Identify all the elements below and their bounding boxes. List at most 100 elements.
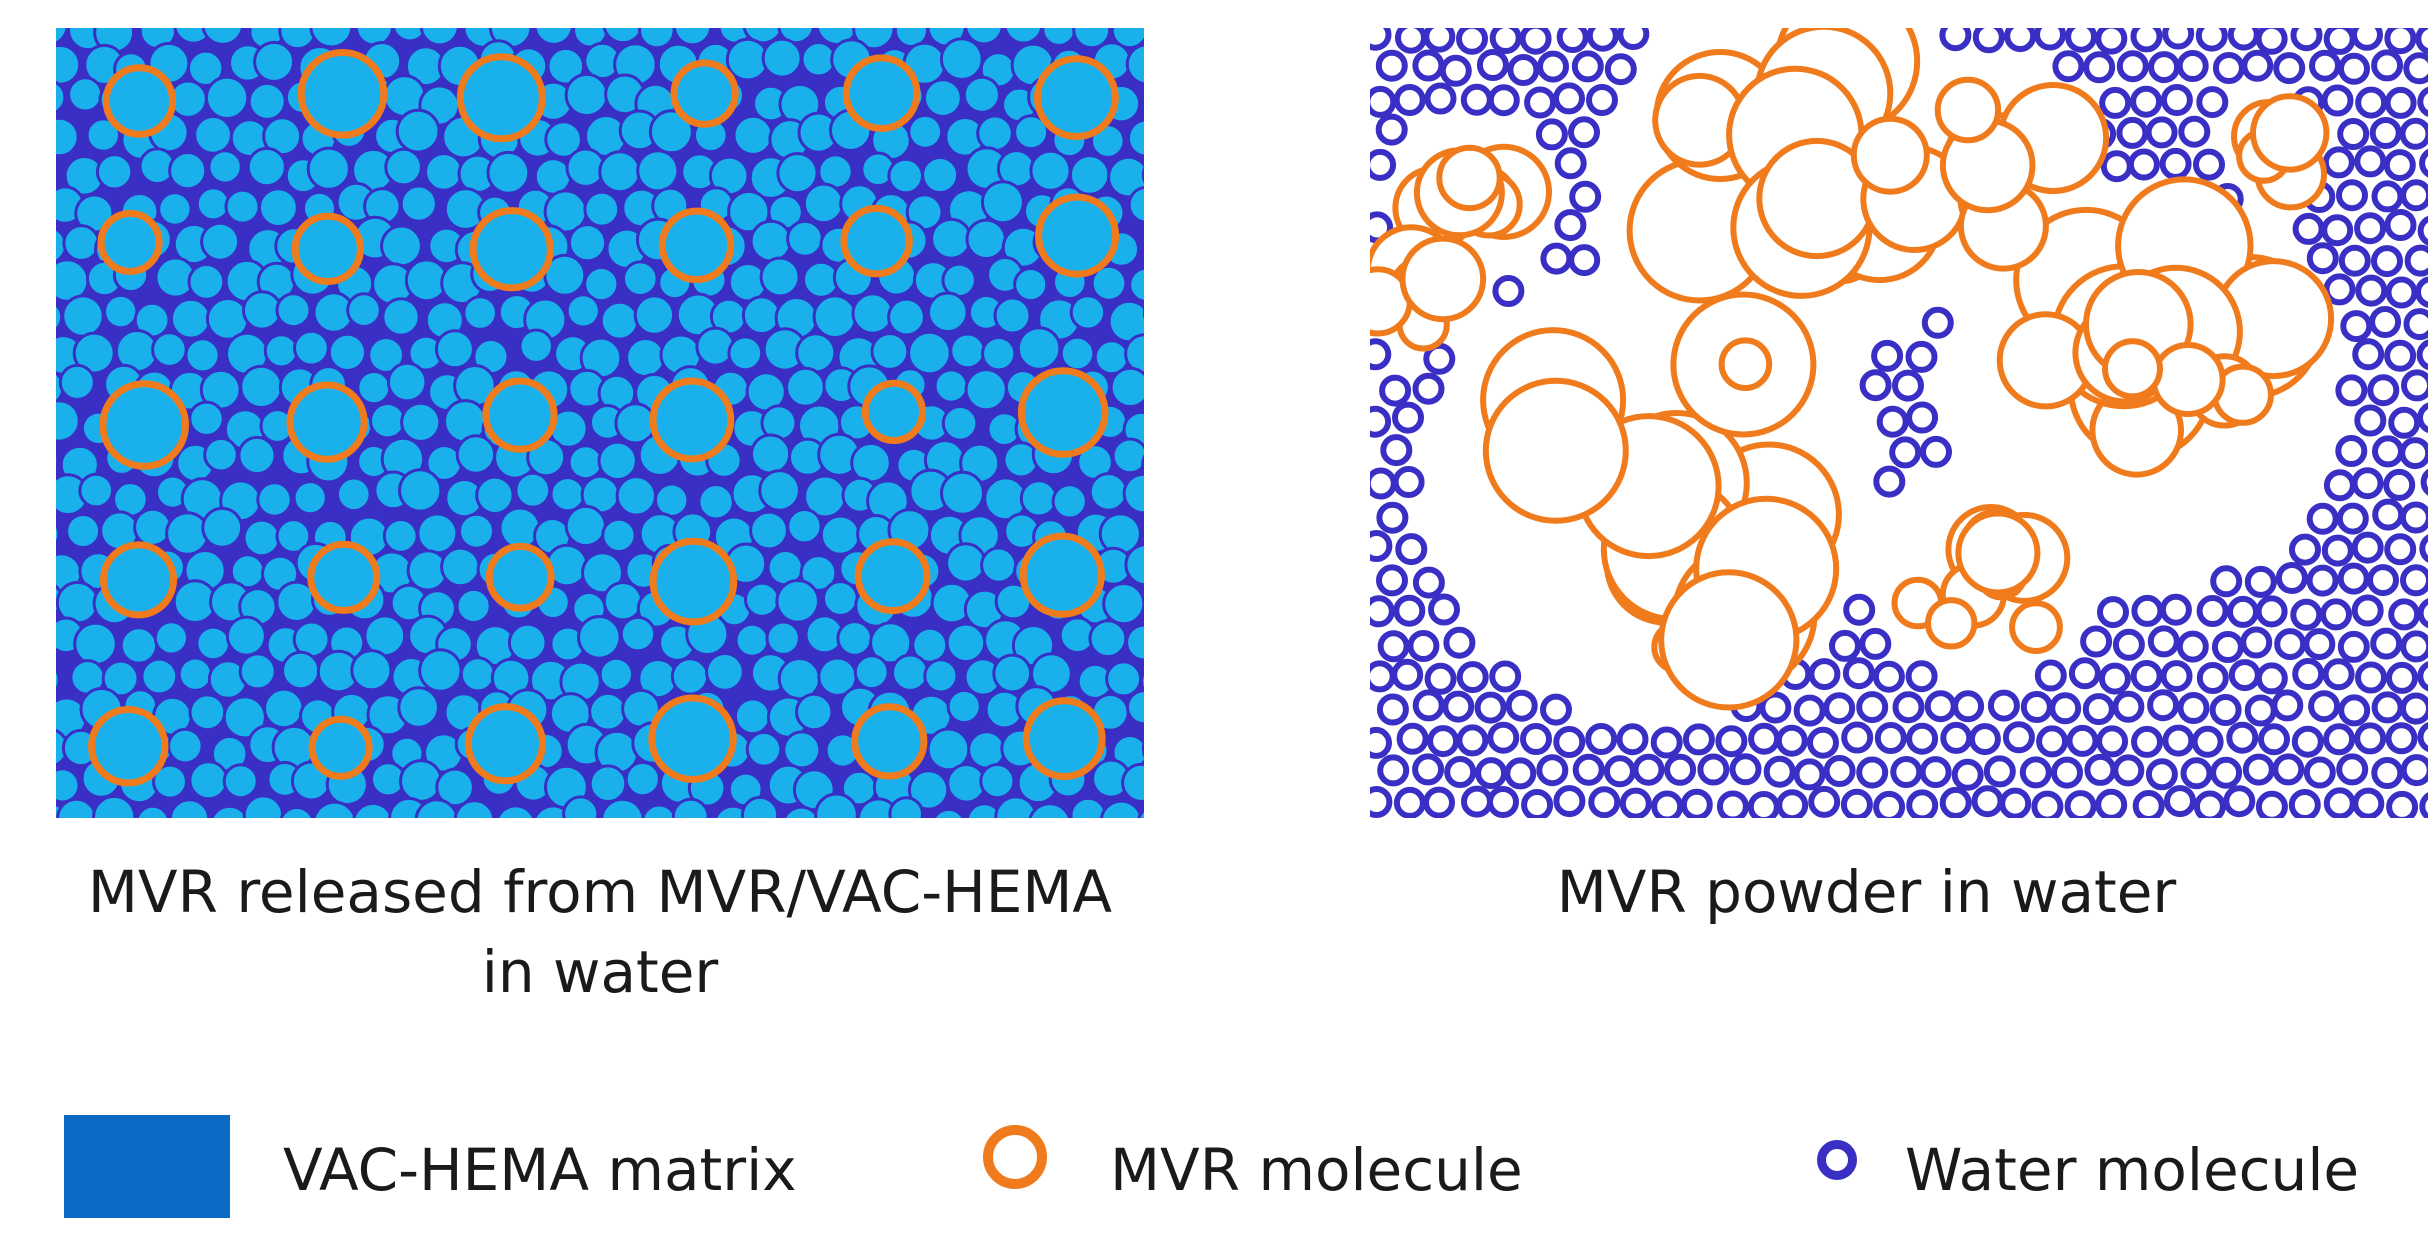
water-particle (2306, 242, 2339, 275)
mvr-particle (291, 212, 364, 285)
water-particle (1456, 724, 1489, 757)
water-particle (56, 399, 81, 443)
water-particle (1876, 405, 1909, 438)
water-particle (624, 761, 661, 798)
water-particle (2354, 404, 2387, 437)
water-particle (546, 46, 586, 86)
legend-water-label: Water molecule (1905, 1136, 2360, 1204)
mvr-particle (1034, 55, 1119, 140)
water-particle (1682, 723, 1715, 756)
water-particle (1376, 693, 1409, 726)
water-particle (2049, 692, 2082, 725)
water-particle (187, 263, 226, 301)
water-particle (2159, 147, 2192, 180)
water-particle (2388, 406, 2421, 439)
water-particle (1841, 721, 1874, 754)
water-particle (2399, 117, 2428, 150)
water-particle (2371, 49, 2404, 82)
water-particle (496, 804, 536, 818)
water-particle (799, 554, 838, 592)
water-particle (2145, 758, 2178, 791)
water-particle (939, 37, 984, 81)
water-particle (2351, 28, 2383, 51)
water-particle (2159, 593, 2192, 626)
water-particle (2019, 756, 2052, 789)
water-particle (602, 28, 644, 45)
water-particle (1775, 724, 1808, 757)
mvr-ring-icon (983, 1125, 1047, 1189)
water-particle (1492, 275, 1525, 307)
water-particle (888, 796, 924, 818)
mvr-particle (658, 207, 735, 284)
water-particle (1069, 796, 1107, 818)
water-particle (188, 400, 225, 437)
water-particle (1028, 802, 1072, 818)
water-particle (78, 472, 114, 509)
water-particle (2097, 596, 2129, 629)
mvr-particle (100, 541, 177, 619)
released-mvr-illustration (56, 28, 1144, 818)
water-particle (705, 652, 745, 692)
water-particle (1125, 43, 1144, 86)
water-particle (1137, 808, 1144, 818)
water-particle (2308, 690, 2341, 723)
water-particle (1412, 689, 1445, 722)
water-particle (1141, 166, 1144, 184)
water-particle (964, 368, 1008, 412)
water-particle (2372, 435, 2404, 468)
water-particle (56, 449, 60, 471)
water-particle (2351, 531, 2384, 564)
water-particle (765, 620, 801, 656)
water-particle (2338, 52, 2370, 85)
water-particle (2320, 598, 2352, 631)
water-particle (891, 653, 930, 692)
right-panel-caption: MVR powder in water (1556, 858, 2177, 926)
mvr-particle (297, 49, 388, 139)
water-particle (567, 444, 604, 481)
water-particle (1487, 721, 1520, 754)
water-particle (1840, 788, 1873, 818)
water-particle (2196, 662, 2229, 694)
water-particle (1111, 437, 1144, 475)
left-panel-caption-line1: MVR released from MVR/VAC-HEMA (87, 858, 1113, 926)
water-particle (641, 803, 678, 818)
water-particle (1921, 306, 1954, 339)
water-particle (2404, 244, 2428, 277)
water-particle (1906, 401, 1939, 434)
water-particle (1370, 148, 1397, 181)
water-particle (1906, 722, 1939, 755)
water-particle (1370, 28, 1392, 51)
water-particle (750, 433, 792, 475)
mvr-particle (469, 207, 554, 292)
water-particle (2160, 660, 2193, 693)
water-particle (1487, 786, 1519, 818)
water-particle (1370, 467, 1397, 500)
water-particle (1697, 753, 1730, 786)
mvr-particle (1482, 377, 1629, 524)
water-particle (2384, 533, 2417, 566)
water-particle (741, 295, 782, 336)
water-particle (458, 512, 495, 550)
water-particle (812, 294, 858, 340)
water-particle (455, 587, 492, 625)
water-particle (424, 152, 464, 192)
water-particle (2355, 274, 2388, 307)
water-particle (242, 290, 283, 331)
water-particle (56, 667, 61, 693)
water-particle (2112, 690, 2145, 723)
water-particle (2306, 502, 2339, 535)
water-particle (1972, 28, 2005, 54)
water-particle (1392, 466, 1425, 498)
water-particle (2034, 659, 2067, 692)
water-particle (946, 688, 982, 725)
water-particle (836, 620, 874, 657)
water-particle (2130, 28, 2163, 53)
water-particle (907, 113, 944, 150)
water-particle (1856, 756, 1889, 789)
water-particle (1939, 786, 1972, 818)
water-particle (2196, 595, 2229, 627)
water-particle (1107, 155, 1144, 199)
water-particle (2367, 374, 2400, 407)
water-particle (72, 331, 116, 375)
water-particle (275, 292, 312, 329)
